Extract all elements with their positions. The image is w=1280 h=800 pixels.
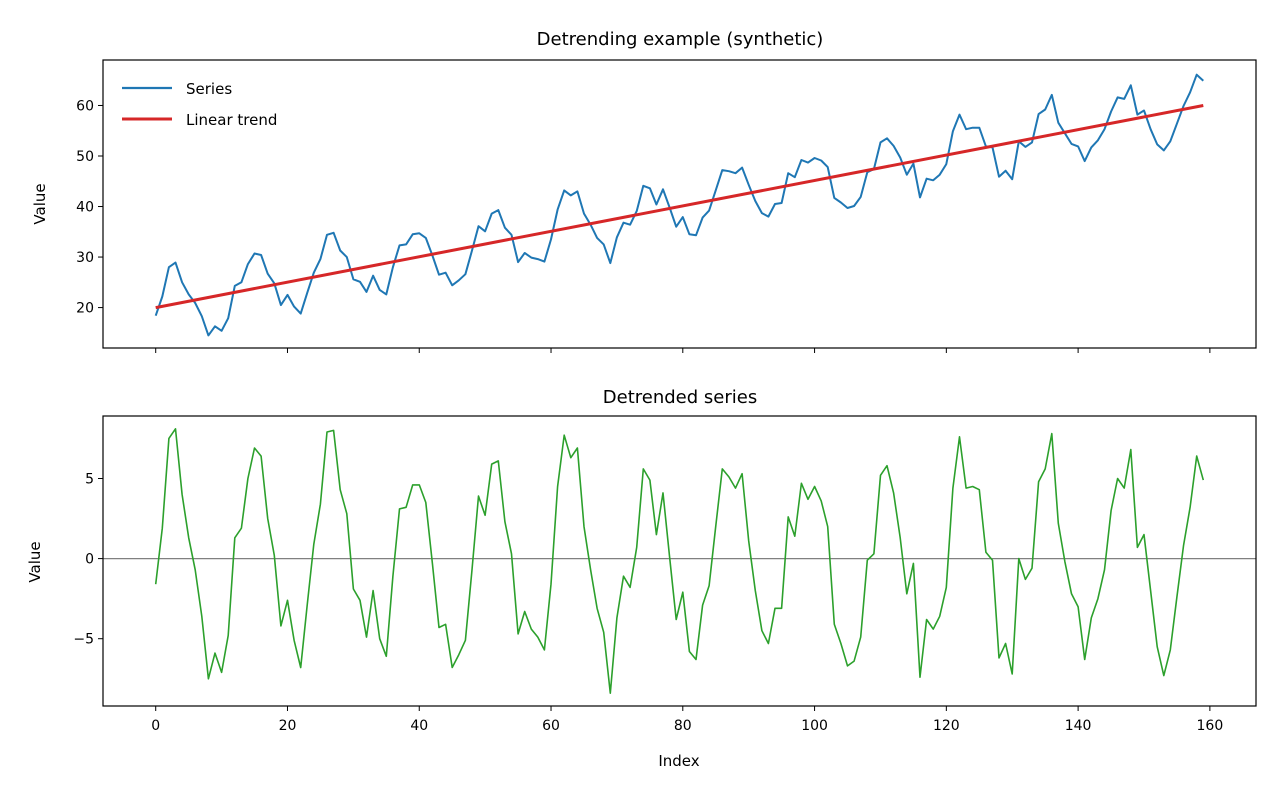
chart-panel-detrended: Detrended series Value Index −5 0 5 0 20 40 6… [26, 387, 1257, 770]
plot-area [103, 427, 1256, 695]
legend: Series Linear trend [122, 80, 277, 129]
axes-frame [102, 59, 1257, 349]
axes-frame [102, 415, 1257, 707]
y-tick-label: 50 [76, 149, 94, 165]
legend-label-linear-trend: Linear trend [186, 111, 277, 129]
series-line-detrended [154, 427, 1205, 695]
series-line-linear-trend [155, 104, 1204, 310]
x-axis-label: Index [658, 752, 699, 770]
chart-panel-trend: Detrending example (synthetic) Value 20 3… [31, 29, 1257, 353]
chart-title: Detrending example (synthetic) [537, 29, 824, 50]
series-line-series [154, 73, 1204, 337]
x-ticks: 0 20 40 60 80 100 120 140 160 [151, 706, 1223, 734]
y-ticks: −5 0 5 [73, 471, 103, 648]
x-ticks [155, 348, 1211, 353]
y-tick-label: 30 [76, 250, 94, 266]
y-tick-label: 60 [76, 98, 94, 114]
y-tick-label: 40 [76, 200, 94, 216]
x-tick-label: 40 [410, 718, 428, 734]
y-axis-label: Value [26, 541, 44, 582]
plot-area [154, 73, 1204, 337]
legend-label-series: Series [186, 80, 232, 98]
y-tick-label: 5 [85, 471, 94, 487]
x-tick-label: 160 [1197, 718, 1224, 734]
x-tick-label: 80 [674, 718, 692, 734]
x-tick-label: 60 [542, 718, 560, 734]
x-tick-label: 140 [1065, 718, 1092, 734]
y-tick-label: −5 [73, 632, 94, 648]
y-tick-label: 20 [76, 301, 94, 317]
y-axis-label: Value [31, 183, 49, 224]
x-tick-label: 100 [801, 718, 828, 734]
x-tick-label: 120 [933, 718, 960, 734]
x-tick-label: 20 [279, 718, 297, 734]
y-tick-label: 0 [85, 552, 94, 568]
y-ticks: 20 30 40 50 60 [76, 98, 103, 317]
chart-title: Detrended series [603, 387, 757, 408]
x-tick-label: 0 [151, 718, 160, 734]
